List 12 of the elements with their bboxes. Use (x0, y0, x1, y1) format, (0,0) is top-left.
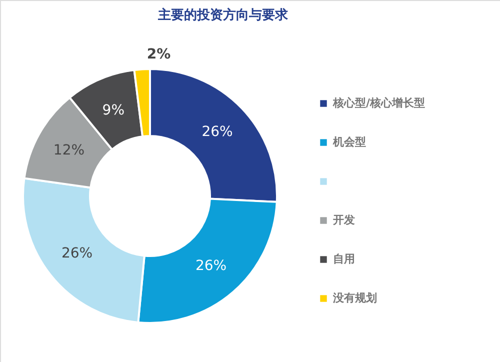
legend-label: 核心型/核心增长型 (332, 96, 426, 110)
data-label: 26% (61, 246, 93, 262)
legend-label: 机会型 (332, 136, 366, 148)
chart-title: 主要的投资方向与要求 (157, 7, 289, 23)
data-label: 26% (202, 124, 233, 140)
legend-label: 开发 (332, 214, 355, 226)
data-label: 12% (53, 142, 85, 158)
data-label: 26% (195, 258, 227, 274)
data-label: 2% (146, 46, 171, 62)
legend-label: 自用 (333, 252, 355, 266)
data-label: 9% (102, 102, 125, 118)
legend-label: 没有规划 (332, 292, 377, 304)
